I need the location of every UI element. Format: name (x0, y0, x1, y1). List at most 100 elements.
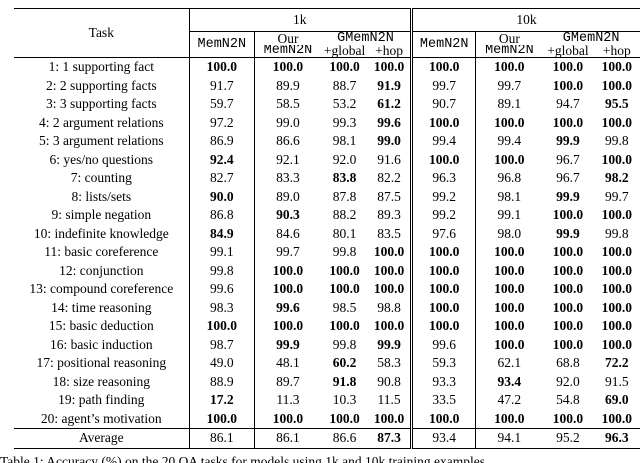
value-cell: 98.1 (497, 188, 522, 204)
task-cell: 9: simple negation (14, 206, 190, 225)
value-cell: 99.6 (189, 280, 256, 299)
value-cell: 100.0 (368, 261, 414, 280)
value-cell: 100.0 (601, 244, 632, 259)
value-cell: 95.2 (542, 428, 594, 448)
value-cell: 86.8 (189, 206, 256, 225)
task-column-header: Task (14, 8, 190, 58)
value-cell: 100.0 (272, 281, 304, 296)
table-row: 8: lists/sets 90.0 89.0 87.8 87.5 99.2 98.1 99.… (14, 187, 640, 206)
col-header-our-10k: Our (498, 31, 520, 45)
value-cell: 94.7 (556, 96, 580, 111)
header-row-variants: MemN2N +global +hop MemN2N +global +hop (14, 45, 640, 58)
value-cell: 90.3 (276, 207, 300, 222)
value-cell: 100.0 (601, 410, 632, 426)
value-cell: 99.6 (411, 335, 477, 354)
value-cell: 100.0 (601, 59, 632, 74)
value-cell: 100.0 (494, 244, 525, 259)
value-cell: 100.0 (494, 114, 525, 130)
value-cell: 96.7 (556, 151, 580, 167)
col-header-our-1k: Our (277, 31, 299, 45)
value-cell: 99.8 (332, 244, 357, 259)
value-cell: 100.0 (601, 151, 632, 167)
value-cell: 97.2 (189, 113, 256, 132)
value-cell: 100.0 (494, 59, 525, 74)
value-cell: 100.0 (329, 59, 360, 74)
value-cell: 100.0 (368, 243, 414, 262)
group-header-10k: 10k (411, 8, 640, 32)
value-cell: 53.2 (332, 96, 357, 111)
value-cell: 98.3 (189, 298, 256, 317)
table-row: 13: compound coreference 99.6 100.0 100.0 10… (14, 280, 640, 299)
value-cell: 100.0 (494, 410, 525, 426)
value-cell: 90.8 (368, 372, 414, 391)
value-cell: 99.9 (276, 336, 300, 352)
value-cell: 92.1 (276, 151, 300, 167)
value-cell: 83.5 (368, 224, 414, 243)
value-cell: 100.0 (552, 299, 584, 315)
task-cell: 15: basic deduction (14, 317, 190, 336)
value-cell: 89.0 (276, 188, 300, 204)
value-cell: 100.0 (411, 150, 477, 169)
value-cell: 90.7 (411, 95, 477, 114)
value-cell: 96.3 (593, 428, 640, 448)
task-cell: 3: 3 supporting facts (14, 95, 190, 114)
value-cell: 99.1 (497, 207, 522, 222)
value-cell: 60.2 (332, 355, 357, 370)
value-cell: 93.4 (497, 373, 522, 389)
task-cell: 18: size reasoning (14, 372, 190, 391)
value-cell: 100.0 (552, 336, 584, 352)
value-cell: 62.1 (497, 355, 522, 370)
value-cell: 98.1 (332, 133, 357, 148)
value-cell: 100.0 (552, 281, 584, 296)
value-cell: 97.6 (411, 224, 477, 243)
value-cell: 99.3 (332, 114, 357, 130)
table-row: 17: positional reasoning 49.0 48.1 60.2 58.3… (14, 354, 640, 373)
value-cell: 100.0 (552, 410, 584, 426)
col-header-memn2n-10k: MemN2N (411, 31, 477, 58)
col-header-our-memn2n-1k: MemN2N (254, 45, 321, 58)
col-header-hop-10k: +hop (593, 45, 640, 58)
value-cell: 80.1 (332, 225, 357, 241)
col-header-global-1k: +global (320, 45, 369, 58)
value-cell: 58.5 (276, 96, 300, 111)
task-cell: 10: indefinite knowledge (14, 224, 190, 243)
table-row: 1: 1 supporting fact 100.0 100.0 100.0 100.0… (14, 57, 640, 77)
value-cell: 100.0 (601, 77, 632, 93)
table-row: 10: indefinite knowledge 84.9 84.6 80.1 83.5… (14, 224, 640, 243)
table-row: 7: counting 82.7 83.3 83.8 82.2 96.3 96.8 96.7 9… (14, 169, 640, 188)
col-header-gmemn2n-10k: GMemN2N (562, 31, 620, 45)
value-cell: 100.0 (411, 113, 477, 132)
results-table: Task 1k 10k MemN2N Our GMemN2N MemN2N Ou… (14, 8, 640, 449)
value-cell: 99.0 (368, 132, 414, 151)
task-cell: 13: compound coreference (14, 280, 190, 299)
value-cell: 59.7 (189, 95, 256, 114)
task-cell: Average (14, 428, 190, 448)
value-cell: 100.0 (601, 114, 632, 130)
table-row: 18: size reasoning 88.9 89.7 91.8 90.8 93.3 93… (14, 372, 640, 391)
value-cell: 99.6 (276, 299, 300, 315)
value-cell: 99.9 (556, 225, 580, 241)
value-cell: 83.8 (332, 170, 357, 185)
value-cell: 100.0 (494, 281, 525, 296)
value-cell: 47.2 (497, 392, 522, 407)
col-header-memn2n-1k: MemN2N (189, 31, 256, 58)
value-cell: 86.6 (320, 428, 369, 448)
value-cell: 98.7 (189, 335, 256, 354)
value-cell: 91.5 (605, 373, 629, 389)
task-cell: 4: 2 argument relations (14, 113, 190, 132)
value-cell: 99.8 (332, 336, 357, 352)
value-cell: 91.6 (368, 150, 414, 169)
value-cell: 88.9 (189, 372, 256, 391)
task-cell: 5: 3 argument relations (14, 132, 190, 151)
value-cell: 100.0 (329, 410, 360, 426)
value-cell: 82.2 (368, 169, 414, 188)
value-cell: 90.0 (189, 187, 256, 206)
task-cell: 16: basic induction (14, 335, 190, 354)
value-cell: 87.5 (368, 187, 414, 206)
value-cell: 93.4 (411, 428, 477, 448)
value-cell: 100.0 (601, 281, 632, 296)
task-cell: 12: conjunction (14, 261, 190, 280)
value-cell: 89.7 (276, 373, 300, 389)
value-cell: 11.3 (276, 392, 300, 407)
